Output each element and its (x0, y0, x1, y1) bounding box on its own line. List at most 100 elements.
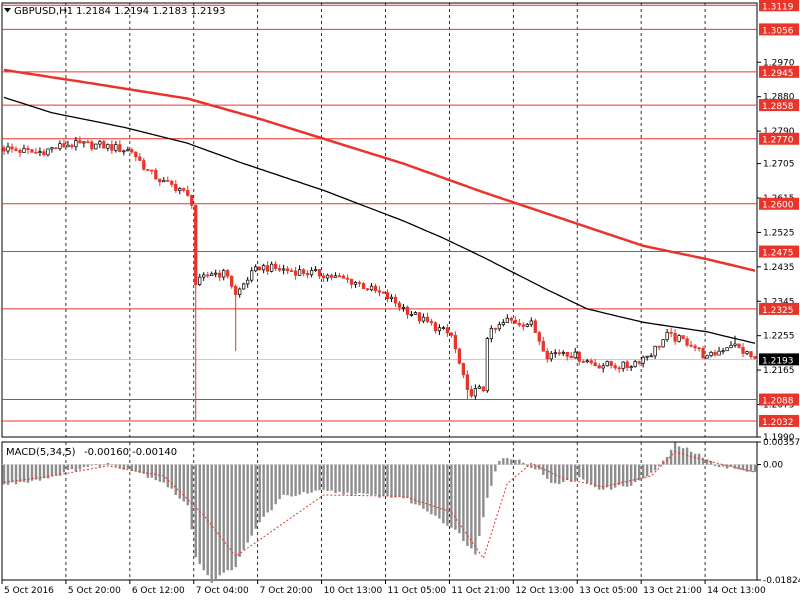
candle-body (70, 144, 74, 148)
macd-bar (370, 464, 373, 495)
macd-bar (46, 464, 50, 479)
candle-body (713, 352, 717, 356)
candle-body (54, 147, 58, 150)
candle-body (685, 338, 689, 346)
macd-bar (182, 464, 185, 502)
candle-body (733, 343, 737, 346)
candle-body (433, 322, 438, 332)
x-tick-label: 7 Oct 04:00 (196, 586, 249, 596)
candle-body (18, 150, 22, 153)
candle-body (705, 355, 709, 359)
macd-bar (354, 464, 357, 495)
macd-bar (733, 464, 737, 469)
macd-bar (130, 464, 134, 472)
macd-y-tick-label: -0.01824 (763, 576, 800, 586)
dropdown-triangle-icon[interactable] (4, 8, 11, 13)
candle-body (421, 316, 426, 322)
macd-bar (122, 464, 126, 470)
candle-body (166, 179, 170, 182)
price-level-tag (759, 99, 799, 112)
macd-bar (202, 464, 205, 571)
candle-body (317, 269, 322, 277)
candle-body (425, 316, 430, 322)
candle-body (269, 263, 274, 272)
price-level-label: 1.2770 (762, 136, 794, 146)
macd-bar (66, 464, 70, 471)
macd-bar (210, 464, 213, 583)
macd-bar (314, 464, 317, 491)
candle-body (341, 275, 346, 279)
macd-bar (486, 464, 489, 498)
candle-body (110, 144, 114, 151)
macd-bar (665, 456, 669, 465)
macd-bar (166, 464, 169, 488)
candle-body (66, 144, 70, 148)
candle-body (689, 344, 693, 347)
macd-bar (134, 464, 138, 472)
candle-body (505, 317, 509, 323)
macd-bar (198, 464, 201, 565)
candle-body (258, 266, 262, 271)
x-tick-label: 11 Oct 21:00 (451, 586, 510, 596)
candle-body (417, 312, 422, 322)
macd-title: MACD(5,34,5) (6, 447, 76, 458)
macd-bar (90, 464, 94, 466)
macd-bar (22, 464, 26, 483)
candle-body (210, 273, 214, 276)
macd-bar (378, 464, 381, 498)
macd-bar (617, 464, 621, 486)
macd-bar (218, 464, 221, 576)
candle-body (601, 365, 605, 369)
candle-body (625, 361, 629, 368)
candle-body (553, 352, 557, 355)
x-tick-label: 12 Oct 13:00 (515, 586, 574, 596)
macd-bar (430, 464, 433, 515)
candle-body (413, 312, 418, 315)
macd-bar (362, 464, 365, 494)
macd-bar (502, 458, 505, 465)
candle-body (481, 386, 486, 392)
macd-bar (74, 464, 78, 472)
moving-average-fast (3, 96, 756, 344)
x-tick-label: 11 Oct 05:00 (387, 586, 446, 596)
macd-bar (701, 457, 705, 465)
macd-bar (438, 464, 441, 519)
macd-y-tick-label: 0.00357 (763, 438, 800, 448)
candle-body (729, 345, 733, 349)
macd-bar (578, 464, 581, 478)
candle-body (289, 270, 294, 272)
candle-body (593, 362, 597, 367)
macd-signal-line (3, 451, 756, 560)
price-level-label: 1.3056 (762, 26, 794, 36)
macd-bar (62, 464, 66, 473)
symbol-label: GBPUSD,H1 (14, 6, 73, 17)
macd-y-tick-label: 0.00 (763, 461, 783, 471)
candle-body (461, 362, 466, 376)
macd-bar (677, 446, 681, 465)
candle-body (82, 141, 86, 144)
candle-body (745, 351, 749, 354)
macd-bar (721, 464, 725, 467)
candle-body (577, 351, 581, 362)
candle-body (721, 350, 725, 353)
candle-body (445, 327, 450, 334)
macd-bar (110, 464, 114, 466)
candle-body (393, 296, 398, 304)
macd-bar (226, 464, 229, 571)
candle-body (222, 270, 226, 278)
macd-bar (426, 464, 429, 512)
macd-bar (98, 464, 102, 467)
candle-body (585, 360, 589, 363)
candle-body (34, 151, 38, 154)
macd-bar (94, 464, 98, 466)
candle-body (373, 285, 378, 292)
macd-bar (605, 464, 609, 488)
macd-bar (454, 464, 457, 530)
macd-bar (609, 464, 613, 490)
macd-bar (594, 464, 597, 488)
macd-bar (446, 464, 449, 526)
macd-bar (358, 464, 361, 494)
candle-body (333, 275, 338, 278)
